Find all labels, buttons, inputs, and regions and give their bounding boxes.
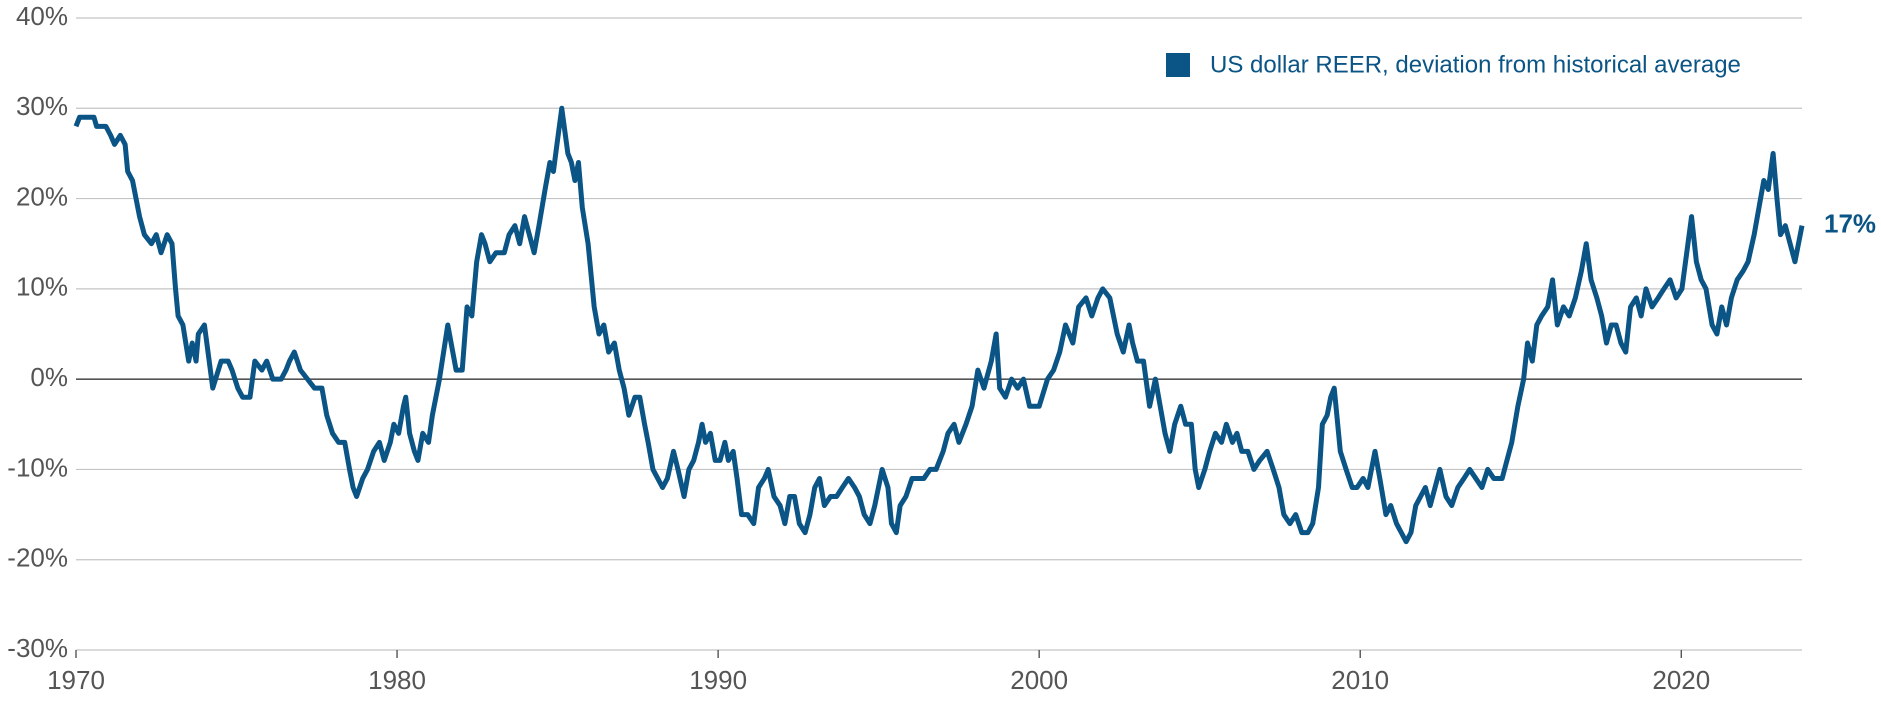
x-tick-label: 1980 [368,665,426,695]
legend-swatch [1166,53,1190,77]
y-tick-label: 10% [16,272,68,302]
y-tick-label: -30% [7,633,68,663]
y-tick-label: 30% [16,91,68,121]
plot-area [73,17,1805,658]
end-label: 17% [1824,209,1876,239]
x-tick-label: 1990 [689,665,747,695]
x-tick-label: 2010 [1331,665,1389,695]
y-tick-label: 40% [16,1,68,31]
x-tick-label: 2020 [1652,665,1710,695]
y-tick-label: -10% [7,452,68,482]
x-tick-label: 1970 [47,665,105,695]
legend: US dollar REER, deviation from historica… [1166,51,1741,78]
y-tick-label: 20% [16,181,68,211]
y-tick-label: -20% [7,543,68,573]
data-line [73,105,1805,545]
y-tick-label: 0% [30,362,68,392]
x-tick-label: 2000 [1010,665,1068,695]
legend-label: US dollar REER, deviation from historica… [1210,51,1741,78]
